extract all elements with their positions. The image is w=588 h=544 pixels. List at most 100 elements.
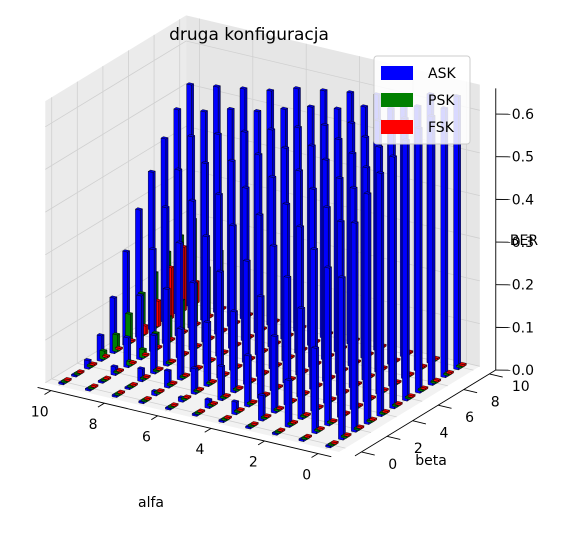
bar-face-side [316,346,319,435]
bar-face-side [381,171,385,418]
bar-face-top [253,109,262,113]
bar-ask [363,191,372,425]
bar-face-front [363,192,369,425]
bar-ask [283,274,292,407]
bar-face-top [129,381,139,385]
bar-face-top [186,82,195,86]
bar-face-top [183,394,192,398]
y-axis-label: beta [415,453,447,469]
bar-face-top [295,168,304,172]
bar-face-top [254,152,263,156]
x-tick [311,453,319,458]
bar-face-top [311,345,320,349]
bar-face-top [322,205,332,209]
bar-face-top [138,347,148,351]
bar-face-top [458,362,467,366]
bar-face-top [155,366,164,370]
bar-face-side [261,295,265,400]
bar-face-top [99,348,108,352]
bar-face-top [202,234,211,238]
bar-ask [350,220,359,433]
bar-face-top [217,363,226,368]
bar-ask [189,280,198,374]
bar-face-top [255,212,264,216]
bar-face-top [347,120,356,124]
bar-ask [323,265,333,427]
bar-ask [135,293,145,361]
bar-fsk [420,385,429,391]
bar-face-top [236,407,245,411]
bar-face-top [329,418,338,422]
bar-ask [297,306,306,421]
bar-fsk [223,414,233,420]
bar-fsk [208,378,218,384]
bar-face-side [432,115,436,386]
bar-fsk [114,345,124,351]
legend-label-fsk: FSK [428,120,455,136]
bar-face-top [263,413,272,417]
bar-face-top [161,205,170,209]
bar-face-top [257,392,266,396]
x-tick [257,440,265,446]
bar-face-top [290,419,299,423]
bar-face-top [267,127,276,131]
bar-fsk [143,395,153,401]
bar-face-top [362,165,371,169]
bar-fsk [330,440,339,445]
bar-fsk [210,400,219,406]
bars-layer [58,82,467,449]
bar-face-top [240,129,249,133]
bar-fsk [458,362,467,367]
bar-ask [337,275,347,441]
x-tick [44,390,52,395]
bar-fsk [304,433,313,439]
bar-fsk [222,392,232,398]
bar-ask [453,94,462,371]
x-axis-label: alfa [138,495,164,511]
legend: ASK PSK FSK [373,55,471,145]
bar-face-top [151,330,160,334]
x-axis-line [37,386,332,458]
bar-face-top [63,377,72,381]
bar-face-top [190,366,199,370]
bar-face-top [242,258,251,262]
bar-face-top [160,136,169,140]
bar-fsk [445,369,455,375]
bar-face-top [227,158,236,162]
bar-face-top [433,377,442,381]
bar-face-front [440,107,446,379]
bar-face-top [239,86,248,90]
bar-face-top [389,154,398,158]
bar-fsk [263,413,272,419]
bar-face-top [149,332,159,337]
bar-face-top [128,359,138,363]
bar-fsk [277,427,286,433]
bar-face-top [276,405,285,409]
bar-face-top [360,104,369,108]
bar-face-top [292,86,302,90]
bar-face-top [169,380,178,384]
bar-face-side [394,155,397,410]
bar-face-top [162,286,171,290]
bar-face-side [181,327,185,381]
bar-face-top [156,388,165,392]
bar-ask [217,363,226,402]
legend-swatch-psk [381,93,413,107]
bar-face-top [319,88,328,92]
bar-face-front [230,310,236,394]
bar-face-top [222,392,232,396]
bar-fsk [196,386,205,392]
y-tick-label: 8 [491,394,500,410]
bar-ask [149,332,159,375]
bar-face-side [355,221,359,433]
x-tick-label: 6 [142,429,151,445]
bar-face-top [350,220,359,224]
bar-face-top [187,134,196,138]
bar-face-top [213,131,223,135]
bar-face-top [201,160,210,165]
bar-face-top [361,134,370,138]
z-tick-label: 0.0 [512,363,534,379]
bar-face-top [83,358,92,362]
bar-face-top [337,275,347,279]
bar-face-side [158,299,162,328]
